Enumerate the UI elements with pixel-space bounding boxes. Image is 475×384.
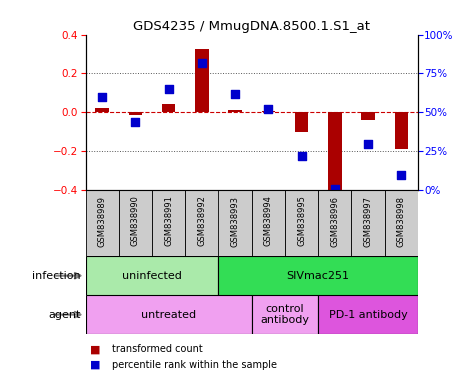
- Text: GSM838998: GSM838998: [397, 195, 406, 247]
- Bar: [318, 295, 418, 334]
- Text: GSM838993: GSM838993: [231, 195, 239, 247]
- Bar: [119, 190, 152, 256]
- Text: PD-1 antibody: PD-1 antibody: [329, 310, 408, 319]
- Text: uninfected: uninfected: [122, 271, 182, 281]
- Bar: [262, 111, 275, 113]
- Text: agent: agent: [48, 310, 81, 319]
- Bar: [318, 190, 352, 256]
- Text: untreated: untreated: [141, 310, 196, 319]
- Bar: [95, 108, 109, 113]
- Bar: [252, 190, 285, 256]
- Point: [165, 86, 172, 92]
- Text: GSM838994: GSM838994: [264, 195, 273, 247]
- Title: GDS4235 / MmugDNA.8500.1.S1_at: GDS4235 / MmugDNA.8500.1.S1_at: [133, 20, 370, 33]
- Text: GSM838989: GSM838989: [98, 195, 106, 247]
- Text: percentile rank within the sample: percentile rank within the sample: [112, 360, 276, 370]
- Text: GSM838990: GSM838990: [131, 195, 140, 247]
- Bar: [218, 190, 252, 256]
- Text: transformed count: transformed count: [112, 344, 202, 354]
- Point: [331, 186, 339, 192]
- Bar: [395, 113, 408, 149]
- Text: ■: ■: [90, 360, 101, 370]
- Text: SIVmac251: SIVmac251: [287, 271, 350, 281]
- Bar: [385, 190, 418, 256]
- Text: ■: ■: [90, 344, 101, 354]
- Text: GSM838996: GSM838996: [331, 195, 339, 247]
- Text: infection: infection: [32, 271, 81, 281]
- Bar: [86, 190, 119, 256]
- Point: [132, 119, 139, 125]
- Bar: [129, 113, 142, 115]
- Text: control
antibody: control antibody: [260, 304, 310, 325]
- Bar: [252, 295, 318, 334]
- Bar: [328, 113, 342, 192]
- Point: [231, 91, 239, 97]
- Text: GSM838997: GSM838997: [364, 195, 372, 247]
- Bar: [152, 190, 185, 256]
- Point: [265, 106, 272, 113]
- Point: [98, 94, 106, 100]
- Point: [298, 153, 305, 159]
- Bar: [162, 104, 175, 113]
- Bar: [361, 113, 375, 120]
- Bar: [228, 111, 242, 113]
- Bar: [86, 256, 218, 295]
- Point: [364, 141, 372, 147]
- Bar: [185, 190, 218, 256]
- Bar: [195, 49, 209, 113]
- Bar: [86, 295, 252, 334]
- Text: GSM838992: GSM838992: [198, 195, 206, 247]
- Text: GSM838991: GSM838991: [164, 195, 173, 247]
- Bar: [218, 256, 418, 295]
- Text: GSM838995: GSM838995: [297, 195, 306, 247]
- Bar: [295, 113, 308, 132]
- Bar: [285, 190, 318, 256]
- Point: [398, 172, 405, 178]
- Point: [198, 60, 206, 66]
- Bar: [352, 190, 385, 256]
